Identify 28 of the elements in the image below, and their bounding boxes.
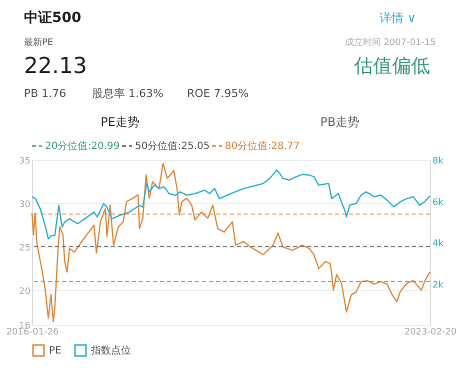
legend-label: 20分位值:20.99 — [45, 140, 120, 152]
legend-label: 80分位值:28.77 — [225, 140, 300, 152]
y2-tick-label: 8k — [432, 156, 444, 166]
y-tick-label: 20 — [19, 286, 31, 297]
text: 详情 ∨ — [379, 11, 416, 25]
legend-label: 指数点位 — [90, 344, 131, 357]
line-series — [31, 162, 431, 322]
text: PE走势 — [100, 115, 140, 129]
line-series — [31, 169, 431, 240]
y2-tick-label: 2k — [432, 280, 444, 290]
chart-title: 中证500 — [24, 10, 82, 26]
text: 成立时间 2007-01-15 — [344, 37, 436, 48]
y2-tick-label: 4k — [432, 239, 444, 249]
y2-tick-label: 6k — [432, 198, 444, 208]
x-tick-label: 2016-01-26 — [6, 328, 59, 338]
text: ROE 7.95% — [187, 87, 249, 100]
text: 股息率 1.63% — [92, 87, 164, 100]
text: 最新PE — [24, 37, 54, 48]
y-tick-label: 35 — [19, 156, 30, 166]
legend-label: PE — [49, 346, 62, 357]
text: PB走势 — [320, 115, 360, 129]
y-tick-label: 25 — [19, 243, 30, 254]
x-tick-label: 2023-02-20 — [404, 328, 457, 338]
text: PB 1.76 — [24, 87, 66, 100]
text: 22.13 — [24, 54, 87, 79]
legend-label: 50分位值:25.05 — [135, 140, 210, 152]
y-tick-label: 30 — [19, 200, 31, 210]
text: 估值偏低 — [353, 55, 430, 77]
